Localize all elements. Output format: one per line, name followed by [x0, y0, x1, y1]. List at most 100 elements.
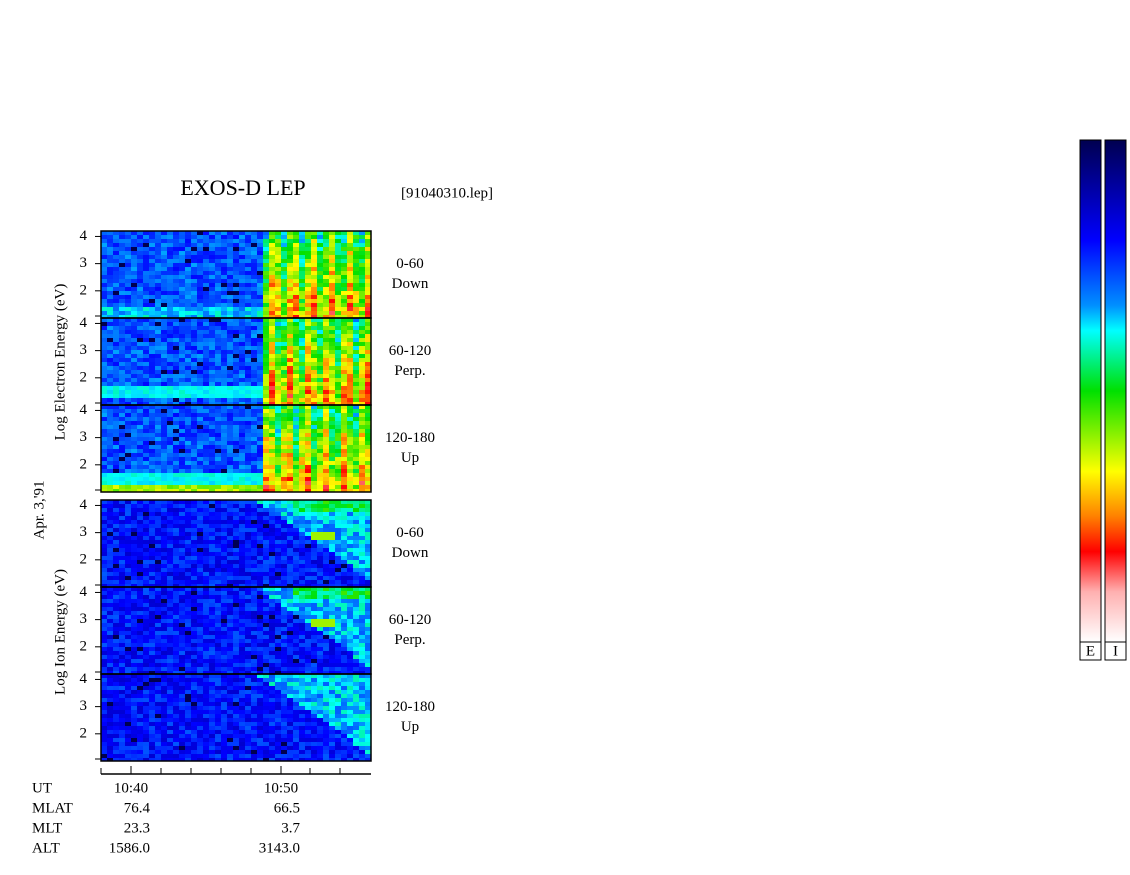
spectrogram-cell — [221, 413, 227, 417]
spectrogram-cell — [119, 271, 125, 275]
spectrogram-cell — [281, 544, 287, 548]
spectrogram-cell — [149, 595, 155, 599]
spectrogram-cell — [155, 639, 161, 643]
spectrogram-cell — [161, 580, 167, 584]
spectrogram-cell — [143, 512, 149, 516]
spectrogram-cell — [185, 342, 191, 346]
spectrogram-cell — [131, 255, 137, 259]
spectrogram-cell — [167, 330, 173, 334]
spectrogram-cell — [101, 362, 107, 366]
spectrogram-cell — [263, 307, 269, 311]
spectrogram-cell — [125, 441, 131, 445]
spectrogram-cell — [257, 520, 263, 524]
spectrogram-cell — [131, 643, 137, 647]
spectrogram-cell — [143, 453, 149, 457]
spectrogram-cell — [209, 469, 215, 473]
spectrogram-cell — [353, 235, 359, 239]
spectrogram-cell — [347, 587, 353, 591]
spectrogram-cell — [197, 283, 203, 287]
spectrogram-cell — [107, 473, 113, 477]
spectrogram-cell — [257, 255, 263, 259]
spectrogram-cell — [215, 362, 221, 366]
spectrogram-cell — [161, 619, 167, 623]
spectrogram-cell — [305, 461, 311, 465]
spectrogram-cell — [227, 607, 233, 611]
spectrogram-cell — [353, 231, 359, 235]
spectrogram-cell — [329, 611, 335, 615]
spectrogram-cell — [173, 477, 179, 481]
spectrogram-cell — [101, 338, 107, 342]
spectrogram-cell — [365, 453, 371, 457]
spectrogram-cell — [245, 536, 251, 540]
spectrogram-cell — [311, 587, 317, 591]
spectrogram-cell — [179, 386, 185, 390]
spectrogram-cell — [143, 607, 149, 611]
spectrogram-cell — [251, 386, 257, 390]
spectrogram-cell — [233, 247, 239, 251]
spectrogram-cell — [125, 251, 131, 255]
spectrogram-cell — [185, 572, 191, 576]
spectrogram-cell — [203, 413, 209, 417]
spectrogram-cell — [251, 263, 257, 267]
spectrogram-cell — [281, 615, 287, 619]
spectrogram-cell — [119, 299, 125, 303]
spectrogram-cell — [179, 508, 185, 512]
spectrogram-cell — [179, 421, 185, 425]
spectrogram-cell — [119, 568, 125, 572]
spectrogram-cell — [275, 271, 281, 275]
spectrogram-cell — [221, 433, 227, 437]
spectrogram-cell — [317, 512, 323, 516]
spectrogram-cell — [239, 512, 245, 516]
spectrogram-cell — [245, 394, 251, 398]
spectrogram-cell — [101, 746, 107, 750]
spectrogram-cell — [293, 453, 299, 457]
spectrogram-cell — [185, 584, 191, 587]
spectrogram-cell — [167, 409, 173, 413]
spectrogram-cell — [101, 489, 107, 492]
spectrogram-cell — [293, 271, 299, 275]
spectrogram-cell — [137, 659, 143, 663]
spectrogram-cell — [221, 659, 227, 663]
spectrogram-cell — [323, 330, 329, 334]
spectrogram-cell — [287, 584, 293, 587]
spectrogram-cell — [233, 603, 239, 607]
spectrogram-cell — [257, 607, 263, 611]
spectrogram-cell — [305, 512, 311, 516]
spectrogram-cell — [269, 465, 275, 469]
spectrogram-cell — [305, 584, 311, 587]
spectrogram-cell — [227, 671, 233, 674]
spectrogram-cell — [179, 354, 185, 358]
spectrogram-cell — [287, 255, 293, 259]
spectrogram-cell — [245, 647, 251, 651]
spectrogram-cell — [299, 394, 305, 398]
spectrogram-cell — [263, 473, 269, 477]
spectrogram-cell — [275, 259, 281, 263]
spectrogram-cell — [263, 263, 269, 267]
spectrogram-cell — [113, 366, 119, 370]
spectrogram-cell — [227, 639, 233, 643]
spectrogram-cell — [215, 271, 221, 275]
spectrogram-cell — [281, 671, 287, 674]
spectrogram-cell — [107, 275, 113, 279]
spectrogram-cell — [215, 378, 221, 382]
spectrogram-cell — [107, 520, 113, 524]
spectrogram-cell — [167, 402, 173, 405]
spectrogram-cell — [293, 635, 299, 639]
spectrogram-cell — [167, 271, 173, 275]
spectrogram-cell — [251, 318, 257, 322]
spectrogram-cell — [101, 231, 107, 235]
spectrogram-cell — [149, 239, 155, 243]
spectrogram-cell — [281, 303, 287, 307]
spectrogram-cell — [323, 667, 329, 671]
spectrogram-cell — [329, 346, 335, 350]
spectrogram-cell — [341, 540, 347, 544]
spectrogram-cell — [305, 465, 311, 469]
spectrogram-cell — [215, 643, 221, 647]
spectrogram-cell — [281, 631, 287, 635]
spectrogram-cell — [185, 524, 191, 528]
spectrogram-cell — [179, 413, 185, 417]
spectrogram-cell — [179, 587, 185, 591]
spectrogram-cell — [269, 402, 275, 405]
spectrogram-cell — [257, 326, 263, 330]
spectrogram-cell — [221, 441, 227, 445]
